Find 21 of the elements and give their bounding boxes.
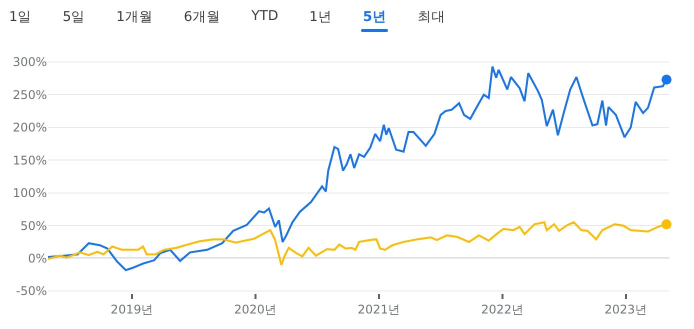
x-tick-label: 2020년	[234, 302, 277, 316]
y-tick-label: 150%	[12, 153, 47, 168]
y-tick-label: 200%	[12, 120, 47, 135]
x-tick-label: 2019년	[110, 302, 154, 316]
x-tick-label: 2023년	[604, 302, 648, 316]
x-tick-label: 2021년	[358, 302, 400, 316]
y-tick-label: 50%	[20, 218, 47, 233]
y-tick-label: 0%	[28, 252, 47, 266]
text: YTD	[251, 8, 278, 26]
text: 1년	[309, 8, 332, 27]
text: 최대	[417, 8, 446, 27]
text: 6개월	[184, 8, 220, 27]
text: 5년	[362, 8, 386, 27]
y-tick-label: 300%	[12, 55, 47, 70]
y-tick-label: -50%	[16, 284, 47, 298]
text: 5일	[62, 8, 86, 27]
x-tick-label: 2022년	[481, 302, 524, 316]
text: 1개월	[116, 8, 153, 27]
y-tick-label: 100%	[12, 186, 47, 200]
text: 1일	[9, 8, 32, 27]
y-tick-label: 250%	[12, 88, 47, 102]
